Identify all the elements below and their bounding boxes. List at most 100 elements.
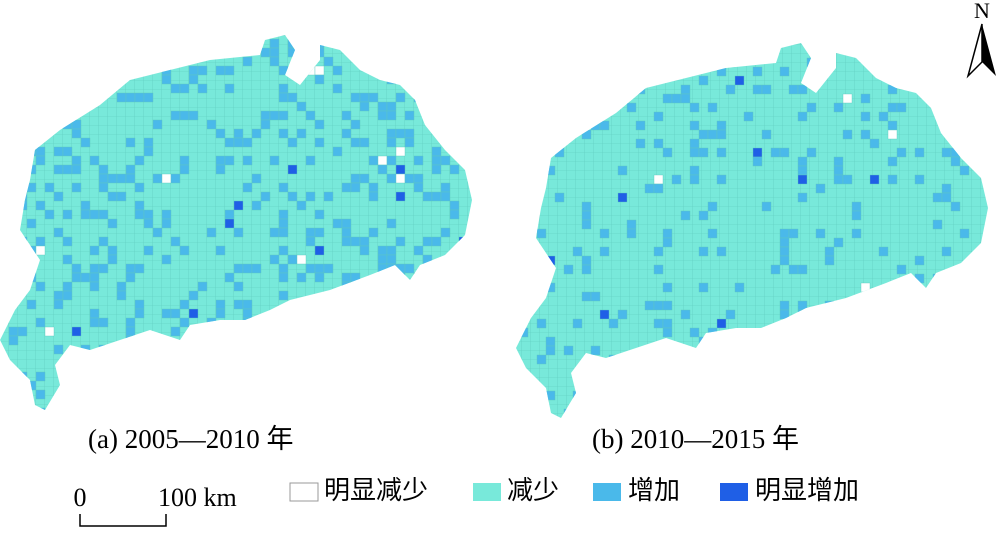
grid-cell	[422, 83, 433, 94]
grid-cell	[350, 236, 361, 247]
grid-cell	[323, 56, 334, 67]
grid-cell	[26, 164, 37, 175]
grid-cell	[653, 48, 664, 59]
grid-cell	[8, 263, 19, 274]
grid-cell	[477, 363, 486, 372]
grid-cell	[449, 56, 460, 67]
grid-cell	[554, 84, 565, 95]
grid-cell	[224, 155, 235, 166]
grid-cell	[116, 290, 127, 301]
grid-cell	[941, 147, 952, 158]
grid-cell	[8, 191, 19, 202]
grid-cell	[278, 65, 289, 76]
legend-label: 减少	[507, 476, 559, 505]
grid-cell	[296, 200, 307, 211]
grid-cell	[8, 164, 19, 175]
grid-cell	[107, 245, 118, 256]
grid-cell	[914, 75, 925, 86]
grid-cell	[581, 291, 592, 302]
grid-cell	[545, 390, 556, 401]
grid-cell	[887, 102, 898, 113]
grid-cell	[761, 129, 772, 140]
grid-cell	[477, 111, 486, 120]
grid-cell	[923, 354, 934, 365]
grid-cell	[950, 309, 961, 320]
grid-cell	[386, 344, 397, 355]
grid-cell	[386, 137, 397, 148]
grid-cell	[269, 254, 280, 265]
grid-cell	[968, 399, 979, 410]
grid-cell	[671, 381, 682, 392]
grid-cell	[662, 93, 673, 104]
grid-cell	[968, 336, 979, 347]
grid-cell	[224, 353, 235, 364]
grid-cell	[431, 380, 442, 391]
grid-cell	[440, 335, 451, 346]
grid-cell	[689, 354, 700, 365]
grid-cell	[477, 165, 486, 174]
grid-cell	[404, 137, 415, 148]
grid-cell	[590, 120, 601, 131]
grid-cell	[17, 191, 28, 202]
legend-label: 增加	[628, 476, 680, 505]
grid-cell	[779, 408, 790, 418]
grid-cell	[860, 111, 871, 122]
grid-cell	[914, 273, 925, 284]
grid-cell	[395, 272, 406, 283]
grid-cell	[617, 372, 628, 383]
grid-cell	[536, 228, 547, 239]
grid-cell	[0, 200, 10, 211]
map-base	[0, 35, 472, 410]
grid-cell	[914, 363, 925, 374]
grid-cell	[986, 354, 988, 365]
grid-cell	[314, 227, 325, 238]
grid-cell	[431, 317, 442, 328]
grid-cell	[26, 35, 37, 40]
grid-cell	[959, 84, 970, 95]
grid-cell	[413, 155, 424, 166]
grid-cell	[404, 263, 415, 274]
grid-cell	[806, 408, 817, 418]
grid-cell	[152, 353, 163, 364]
grid-cell	[251, 380, 262, 391]
grid-cell	[833, 174, 844, 185]
grid-cell	[143, 245, 154, 256]
grid-cell	[80, 209, 91, 220]
grid-cell	[17, 371, 28, 382]
grid-cell	[905, 381, 916, 392]
grid-cell	[779, 309, 790, 320]
grid-cell	[242, 326, 253, 337]
grid-cell	[815, 381, 826, 392]
grid-cell	[932, 219, 943, 230]
grid-cell	[563, 93, 574, 104]
grid-cell	[143, 146, 154, 157]
legend-swatch	[473, 483, 501, 501]
grid-cell	[536, 354, 547, 365]
grid-cell	[26, 83, 37, 94]
grid-cell	[377, 254, 388, 265]
grid-cell	[251, 263, 262, 274]
grid-cell	[305, 263, 316, 274]
grid-cell	[689, 120, 700, 131]
grid-cell	[626, 399, 637, 410]
grid-cell	[350, 182, 361, 193]
grid-cell	[332, 146, 343, 157]
grid-cell	[368, 371, 379, 382]
grid-cell	[332, 353, 343, 364]
grid-cell	[278, 128, 289, 139]
grid-cell	[996, 220, 1000, 229]
grid-cell	[590, 291, 601, 302]
grid-cell	[125, 173, 136, 184]
grid-cell	[179, 83, 190, 94]
grid-cell	[707, 327, 718, 338]
grid-cell	[968, 318, 979, 329]
grid-cell	[278, 290, 289, 301]
grid-cell	[161, 398, 172, 409]
grid-cell	[233, 299, 244, 310]
grid-cell	[242, 308, 253, 319]
grid-cell	[986, 219, 988, 230]
grid-cell	[89, 92, 100, 103]
grid-cell	[887, 66, 898, 77]
grid-cell	[62, 290, 73, 301]
grid-cell	[98, 56, 109, 67]
